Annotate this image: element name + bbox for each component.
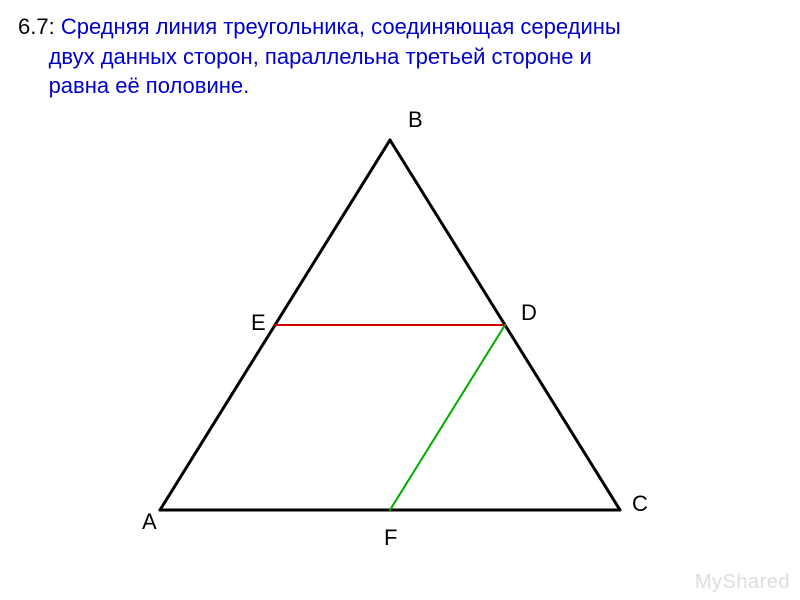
title-prefix: 6.7: — [18, 14, 55, 39]
vertex-label-C: C — [632, 491, 648, 517]
theorem-title: 6.7: Средняя линия треугольника, соединя… — [18, 12, 621, 101]
vertex-label-B: B — [408, 107, 423, 133]
diagram-svg — [100, 110, 660, 550]
vertex-label-E: E — [251, 310, 266, 336]
vertex-label-D: D — [521, 300, 537, 326]
watermark: MyShared — [695, 571, 790, 594]
edge-D-F — [390, 325, 505, 510]
title-line-1: Средняя линия треугольника, соединяющая … — [61, 14, 621, 39]
vertex-label-F: F — [384, 525, 397, 551]
title-line-3: равна её половине. — [49, 73, 250, 98]
vertex-label-A: A — [142, 509, 157, 535]
title-line-2: двух данных сторон, параллельна третьей … — [49, 44, 592, 69]
triangle-diagram: A B C E D F — [100, 110, 660, 555]
